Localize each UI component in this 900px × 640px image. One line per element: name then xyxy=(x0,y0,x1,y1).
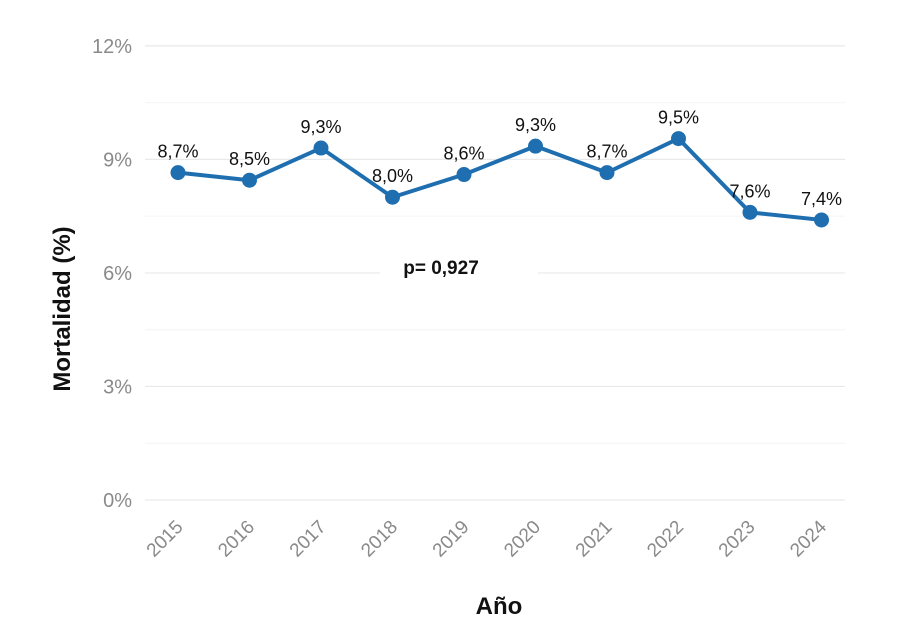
y-tick-label: 3% xyxy=(103,376,132,398)
x-tick-label: 2018 xyxy=(357,517,402,562)
data-label: 9,3% xyxy=(300,117,341,137)
x-axis-ticks: 2015 2016 2017 2018 2019 2020 2021 2022 2023 2024 xyxy=(143,516,832,561)
y-tick-label: 12% xyxy=(92,36,132,58)
data-label: 8,0% xyxy=(372,166,413,186)
x-tick-label: 2021 xyxy=(572,517,617,562)
data-label: 7,4% xyxy=(801,189,842,209)
x-tick-label: 2020 xyxy=(500,517,545,562)
series-line xyxy=(176,136,824,222)
y-axis-title: Mortalidad (%) xyxy=(49,226,76,391)
data-label: 8,7% xyxy=(157,142,198,162)
data-point xyxy=(599,165,615,181)
y-tick-label: 0% xyxy=(103,490,132,512)
x-tick-label: 2017 xyxy=(286,517,331,562)
data-point xyxy=(170,165,186,181)
data-point xyxy=(671,131,686,147)
data-point xyxy=(456,167,472,183)
y-tick-label: 6% xyxy=(103,263,132,285)
y-axis-ticks: 0% 3% 6% 9% 12% xyxy=(92,36,132,512)
x-tick-label: 2015 xyxy=(143,517,188,562)
x-tick-label: 2024 xyxy=(786,516,831,561)
x-tick-label: 2023 xyxy=(715,517,760,562)
data-label: 8,7% xyxy=(586,142,627,162)
x-tick-label: 2022 xyxy=(643,517,688,562)
data-point xyxy=(742,204,758,220)
annotation-background xyxy=(380,251,538,283)
data-point xyxy=(528,138,543,154)
y-tick-label: 9% xyxy=(103,149,132,171)
data-label: 9,5% xyxy=(658,108,699,128)
x-axis-title: Año xyxy=(476,593,523,620)
data-label: 9,3% xyxy=(515,115,556,135)
data-point xyxy=(242,172,257,188)
series-layer xyxy=(170,131,829,228)
x-tick-label: 2016 xyxy=(214,517,259,562)
data-label: 8,6% xyxy=(443,144,484,164)
data-point xyxy=(313,140,329,156)
data-point xyxy=(814,212,829,228)
x-tick-label: 2019 xyxy=(429,517,474,562)
data-label: 7,6% xyxy=(729,181,770,201)
data-label: 8,5% xyxy=(229,149,270,169)
data-labels: 8,7% 8,5% 9,3% 8,0% 8,6% 9,3% 8,7% 9,5% 7,6% 7,4% xyxy=(157,108,842,209)
data-point xyxy=(385,189,400,205)
p-value-annotation: p= 0,927 xyxy=(403,258,479,279)
